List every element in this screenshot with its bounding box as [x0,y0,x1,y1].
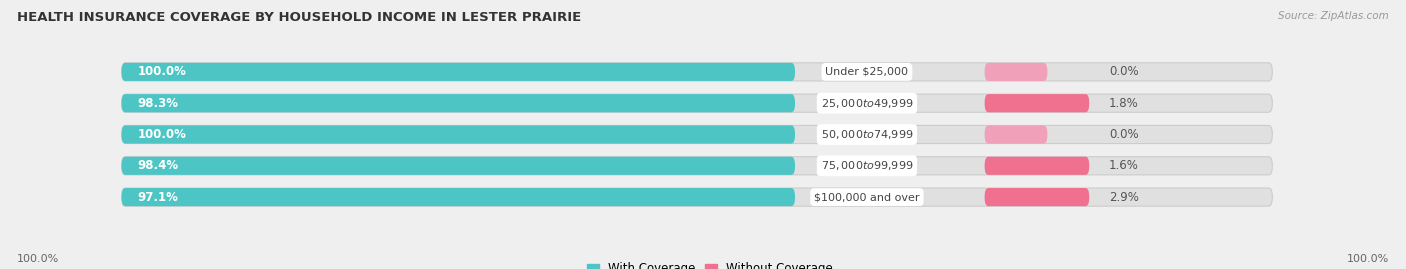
Text: 97.1%: 97.1% [138,191,179,204]
Text: 0.0%: 0.0% [1109,128,1139,141]
Text: 0.0%: 0.0% [1109,65,1139,78]
Text: $75,000 to $99,999: $75,000 to $99,999 [821,159,912,172]
Text: Under $25,000: Under $25,000 [825,67,908,77]
FancyBboxPatch shape [122,94,1272,112]
FancyBboxPatch shape [122,188,794,206]
Text: 100.0%: 100.0% [138,65,186,78]
Text: 100.0%: 100.0% [17,254,59,264]
Text: 1.6%: 1.6% [1109,159,1139,172]
FancyBboxPatch shape [984,157,1090,175]
FancyBboxPatch shape [122,125,1272,144]
Text: 1.8%: 1.8% [1109,97,1139,110]
FancyBboxPatch shape [122,125,794,144]
FancyBboxPatch shape [984,188,1090,206]
Text: $100,000 and over: $100,000 and over [814,192,920,202]
Text: 98.4%: 98.4% [138,159,179,172]
FancyBboxPatch shape [122,157,794,175]
Text: $25,000 to $49,999: $25,000 to $49,999 [821,97,912,110]
Legend: With Coverage, Without Coverage: With Coverage, Without Coverage [582,258,838,269]
Text: Source: ZipAtlas.com: Source: ZipAtlas.com [1278,11,1389,21]
FancyBboxPatch shape [984,94,1090,112]
FancyBboxPatch shape [984,125,1047,144]
Text: 100.0%: 100.0% [138,128,186,141]
FancyBboxPatch shape [122,188,1272,206]
Text: 98.3%: 98.3% [138,97,179,110]
FancyBboxPatch shape [122,63,794,81]
FancyBboxPatch shape [122,157,1272,175]
Text: 100.0%: 100.0% [1347,254,1389,264]
FancyBboxPatch shape [122,63,1272,81]
Text: HEALTH INSURANCE COVERAGE BY HOUSEHOLD INCOME IN LESTER PRAIRIE: HEALTH INSURANCE COVERAGE BY HOUSEHOLD I… [17,11,581,24]
Text: $50,000 to $74,999: $50,000 to $74,999 [821,128,912,141]
FancyBboxPatch shape [122,94,794,112]
Text: 2.9%: 2.9% [1109,191,1139,204]
FancyBboxPatch shape [984,63,1047,81]
